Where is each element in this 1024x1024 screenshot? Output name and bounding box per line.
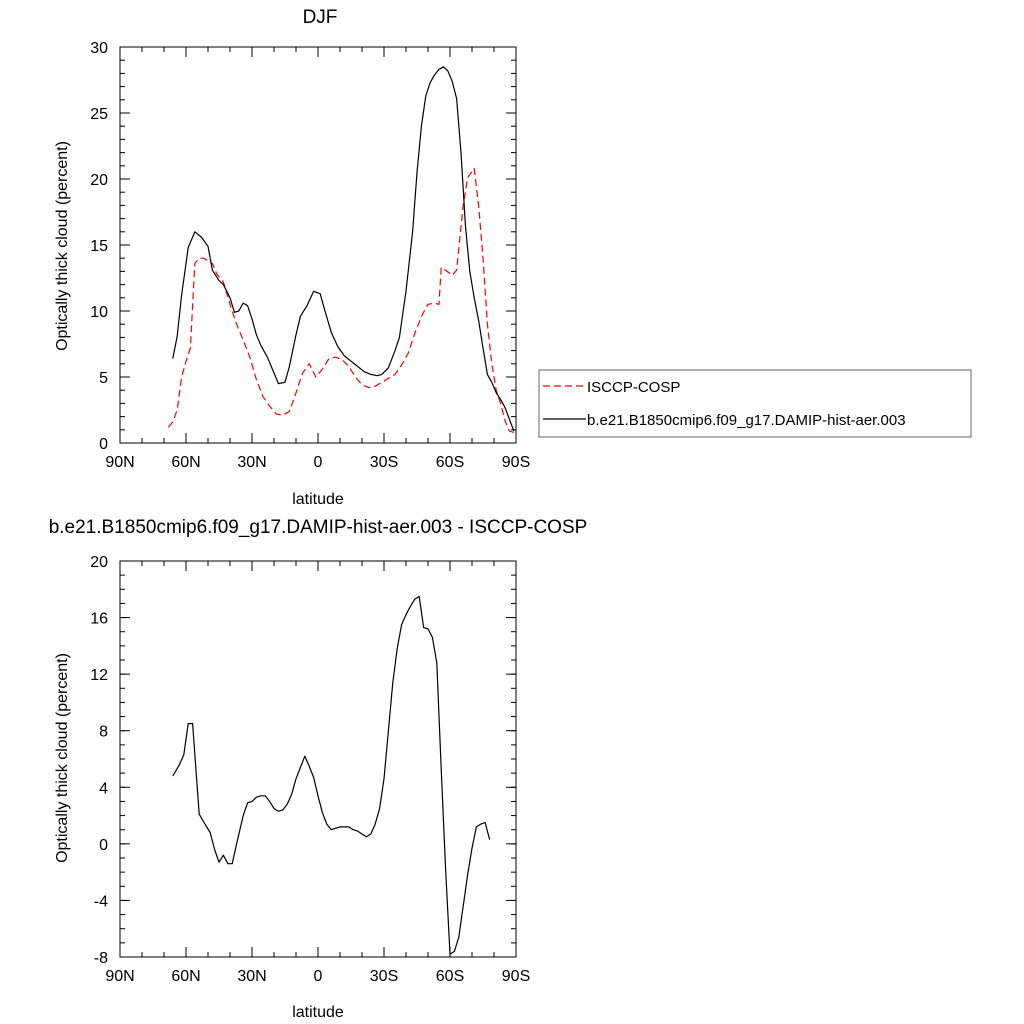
chart-title: DJF [303, 7, 338, 28]
y-tick-label: -8 [94, 950, 108, 967]
x-tick-label: 60N [171, 454, 200, 471]
chart-title: b.e21.B1850cmip6.f09_g17.DAMIP-hist-aer.… [49, 517, 588, 538]
data-lines [172, 595, 491, 955]
y-tick-label: 0 [99, 837, 108, 854]
x-tick-label: 60S [436, 454, 464, 471]
y-tick-label: 20 [90, 554, 108, 571]
y-tick-label: 5 [99, 370, 108, 387]
x-axis-label: latitude [292, 1004, 344, 1021]
y-tick-label: 0 [99, 436, 108, 453]
y-axis-label: Optically thick cloud (percent) [54, 141, 71, 351]
y-tick-label: -4 [94, 893, 108, 910]
x-tick-label: 30S [370, 454, 398, 471]
x-tick-label: 90N [105, 968, 134, 985]
x-tick-label: 0 [314, 454, 323, 471]
legend: ISCCP-COSP b.e21.B1850cmip6.f09_g17.DAMI… [538, 369, 972, 438]
y-tick-label: 30 [90, 40, 108, 57]
x-tick-label: 60N [171, 968, 200, 985]
x-tick-label: 0 [314, 968, 323, 985]
y-tick-label: 12 [90, 667, 108, 684]
legend-box [538, 369, 972, 438]
x-axis-label: latitude [292, 491, 344, 508]
y-tick-label: 8 [99, 724, 108, 741]
y-tick-label: 25 [90, 106, 108, 123]
x-tick-label: 30N [237, 454, 266, 471]
plot-frame [119, 560, 517, 958]
plot-frame [119, 46, 517, 444]
panel-djf: DJF Optically thick cloud (percent) lati… [54, 7, 530, 508]
series-line-1 [172, 66, 515, 432]
data-lines [167, 66, 515, 433]
x-tick-label: 90S [502, 454, 530, 471]
y-axis-label: Optically thick cloud (percent) [54, 653, 71, 863]
x-tick-label: 30N [237, 968, 266, 985]
y-tick-label: 16 [90, 611, 108, 628]
y-tick-label: 20 [90, 172, 108, 189]
axis-ticks: 90N 60N 30N 0 30S 60S 90S 0 5 10 15 20 25 30 [90, 40, 530, 471]
x-tick-label: 90S [502, 968, 530, 985]
x-tick-label: 30S [370, 968, 398, 985]
legend-label-model: b.e21.B1850cmip6.f09_g17.DAMIP-hist-aer.… [587, 412, 906, 429]
panel-difference: b.e21.B1850cmip6.f09_g17.DAMIP-hist-aer.… [49, 517, 588, 1021]
series-line-0 [172, 595, 491, 955]
y-tick-label: 10 [90, 304, 108, 321]
x-tick-label: 60S [436, 968, 464, 985]
y-tick-label: 4 [99, 780, 108, 797]
legend-label-isccp: ISCCP-COSP [587, 379, 680, 396]
x-tick-label: 90N [105, 454, 134, 471]
y-tick-label: 15 [90, 238, 108, 255]
series-line-0 [167, 167, 514, 433]
